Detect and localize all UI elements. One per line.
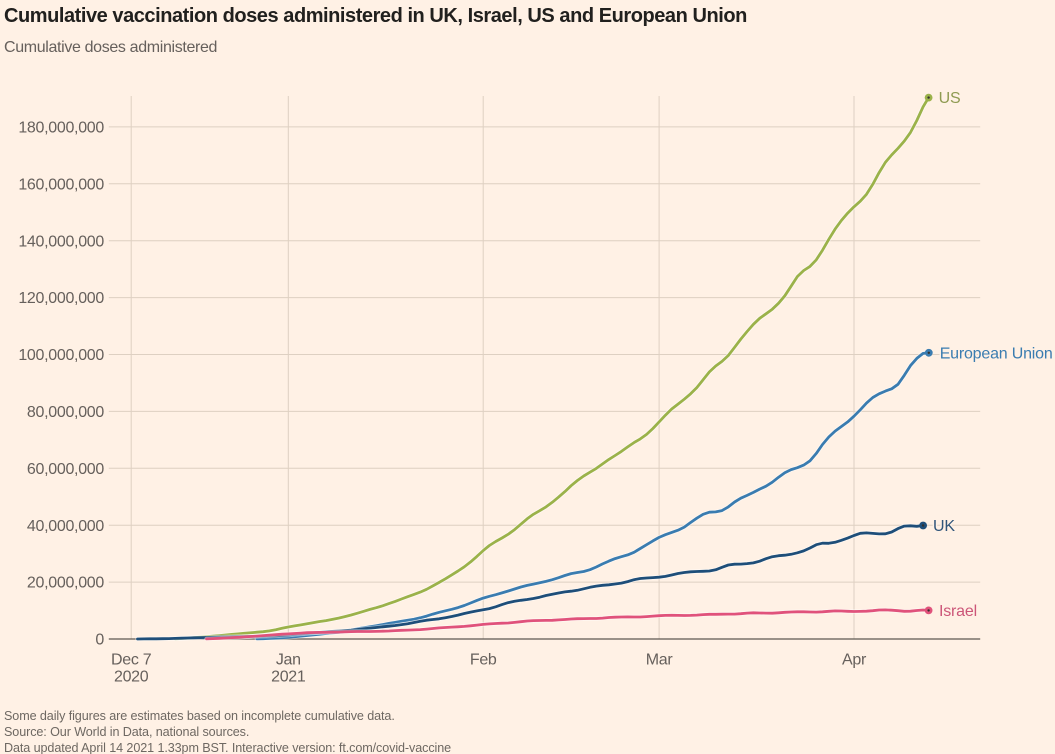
svg-text:Feb: Feb [470,652,497,669]
svg-text:0: 0 [95,632,104,649]
svg-text:European Union: European Union [940,345,1053,362]
svg-text:80,000,000: 80,000,000 [27,404,104,421]
svg-text:20,000,000: 20,000,000 [27,575,104,592]
svg-text:140,000,000: 140,000,000 [18,233,104,250]
svg-text:2021: 2021 [271,669,306,686]
svg-text:100,000,000: 100,000,000 [18,347,104,364]
svg-text:60,000,000: 60,000,000 [27,461,104,478]
svg-text:UK: UK [933,518,955,535]
svg-text:120,000,000: 120,000,000 [18,290,104,307]
svg-text:160,000,000: 160,000,000 [18,176,104,193]
svg-text:Jan: Jan [276,652,301,669]
svg-text:Mar: Mar [646,652,674,669]
svg-text:US: US [939,90,961,107]
svg-text:Dec 7: Dec 7 [111,652,152,669]
svg-text:Israel: Israel [939,603,977,620]
svg-text:Apr: Apr [842,652,867,669]
svg-text:40,000,000: 40,000,000 [27,518,104,535]
svg-text:180,000,000: 180,000,000 [18,120,104,137]
svg-text:2020: 2020 [114,669,149,686]
